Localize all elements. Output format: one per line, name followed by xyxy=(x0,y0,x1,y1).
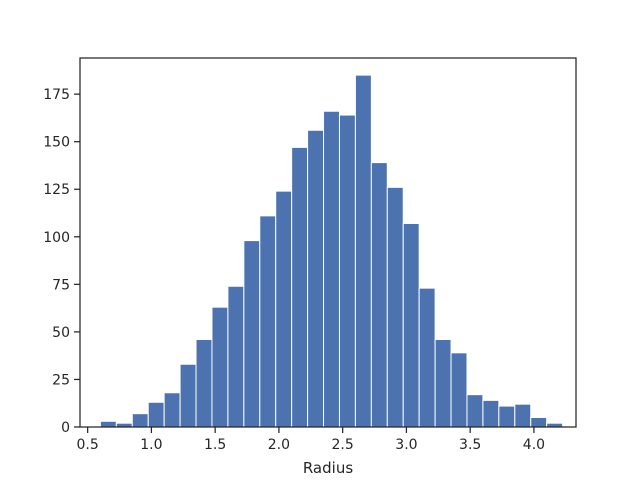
histogram-bar xyxy=(227,285,245,428)
histogram-bar xyxy=(482,399,500,428)
histogram-bar xyxy=(530,416,548,428)
x-tick-label: 2.0 xyxy=(268,437,290,453)
histogram-bar xyxy=(418,287,436,428)
y-tick-label: 100 xyxy=(43,230,70,246)
x-axis-label: Radius xyxy=(303,459,353,477)
histogram-bar xyxy=(275,190,293,428)
y-tick-label: 25 xyxy=(52,372,70,388)
x-tick-label: 0.5 xyxy=(77,437,99,453)
y-tick-label: 75 xyxy=(52,277,70,293)
histogram-bar xyxy=(243,240,261,428)
y-tick-label: 0 xyxy=(61,420,70,436)
y-tick-label: 125 xyxy=(43,182,70,198)
y-tick-label: 150 xyxy=(43,135,70,151)
x-axis: 0.5 1.0 1.5 2.0 2.5 3.0 3.5 4.0 xyxy=(77,427,545,453)
histogram-bar xyxy=(211,306,229,428)
histogram-bar xyxy=(179,363,197,428)
histogram-bars xyxy=(99,74,564,428)
histogram-bar xyxy=(323,110,340,428)
x-tick-label: 1.0 xyxy=(140,437,162,453)
histogram-bar xyxy=(147,401,165,428)
histogram-bar xyxy=(370,162,388,428)
histogram-bar xyxy=(354,74,372,428)
x-tick-label: 1.5 xyxy=(204,437,226,453)
histogram-bar xyxy=(338,114,356,428)
histogram-bar xyxy=(259,215,277,428)
histogram-bar xyxy=(498,405,516,428)
histogram-bar xyxy=(450,352,468,428)
x-tick-label: 3.5 xyxy=(459,437,481,453)
histogram-bar xyxy=(307,129,325,428)
plot-frame xyxy=(79,57,577,428)
x-tick-label: 2.5 xyxy=(332,437,354,453)
histogram-bar xyxy=(99,420,117,428)
y-axis: 0 25 50 75 100 125 150 175 xyxy=(43,87,80,436)
histogram-bar xyxy=(195,339,213,428)
y-tick-label: 50 xyxy=(52,325,70,341)
histogram-bar xyxy=(163,392,181,428)
histogram-bar xyxy=(434,339,452,428)
histogram-bar xyxy=(466,394,484,428)
histogram-bar xyxy=(402,222,420,428)
x-tick-label: 4.0 xyxy=(523,437,545,453)
histogram-bar xyxy=(386,186,404,428)
y-tick-label: 175 xyxy=(43,87,70,103)
histogram-bar xyxy=(131,413,149,428)
x-tick-label: 3.0 xyxy=(395,437,417,453)
histogram-bar xyxy=(514,403,532,428)
histogram-bar xyxy=(291,146,309,428)
